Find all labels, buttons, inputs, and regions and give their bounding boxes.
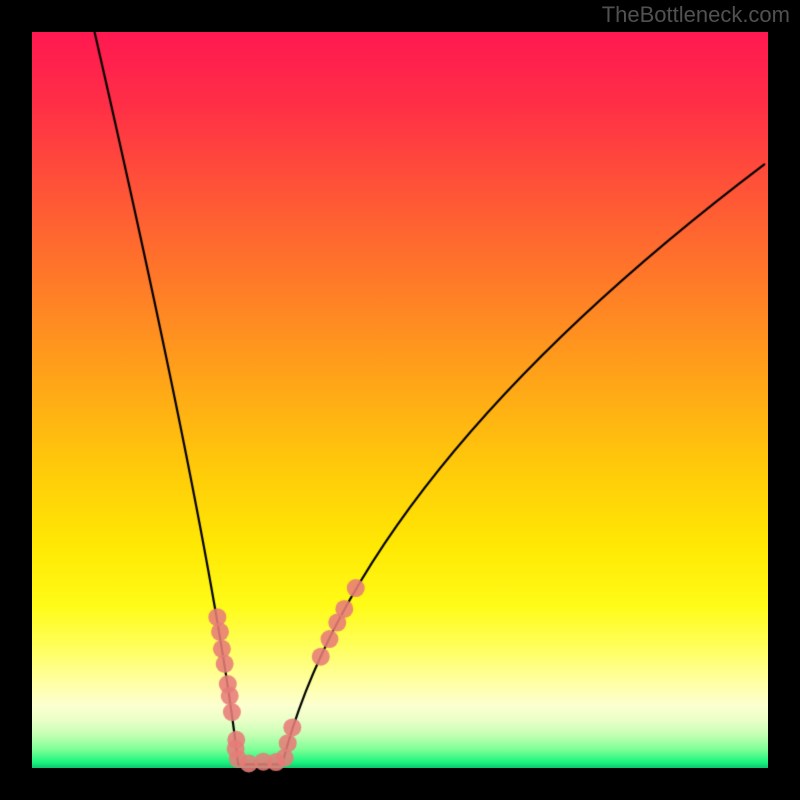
chart-canvas: [0, 0, 800, 800]
watermark-text: TheBottleneck.com: [602, 2, 790, 28]
